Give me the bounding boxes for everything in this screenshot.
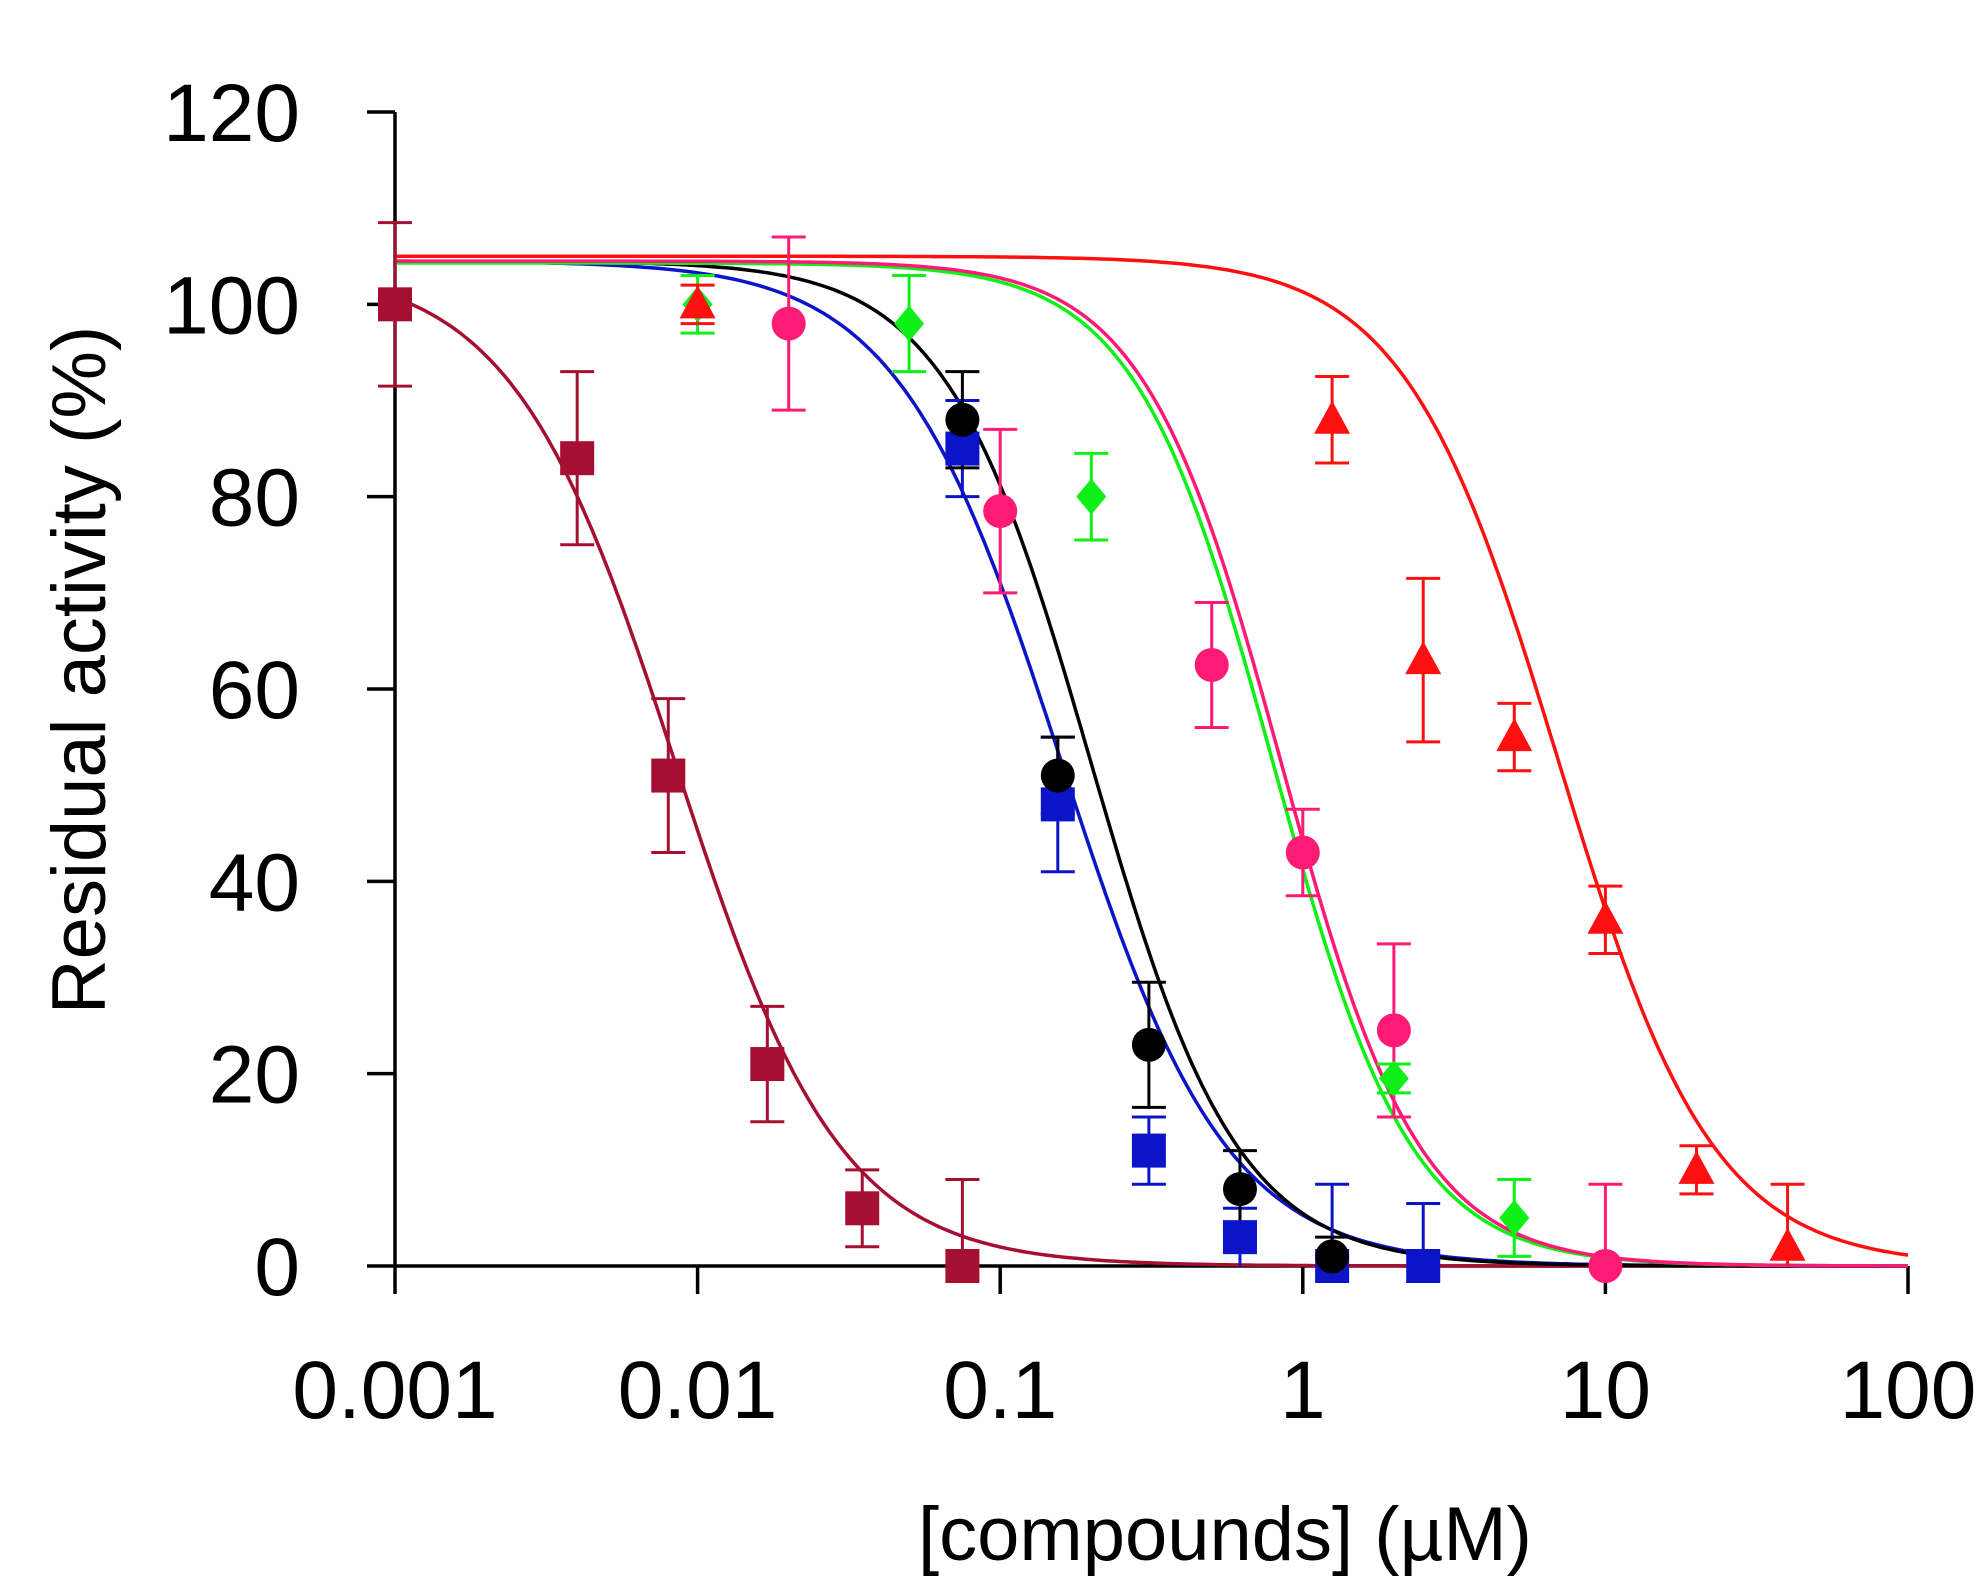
circle-marker	[1285, 835, 1320, 870]
y-tick-label: 80	[209, 453, 300, 544]
fit-curves	[394, 254, 1909, 1268]
y-tick-label: 40	[209, 837, 300, 928]
square-marker	[378, 287, 412, 322]
triangle-marker	[1496, 718, 1533, 752]
square-marker	[1406, 1249, 1441, 1283]
diamond-marker	[1378, 1060, 1409, 1097]
x-axis-title: [compounds] (µM)	[918, 1492, 1532, 1577]
x-tick-label: 1	[1280, 1345, 1326, 1436]
y-tick-label: 60	[209, 645, 300, 736]
x-tick-label: 0.1	[943, 1345, 1057, 1436]
circle-marker	[771, 306, 806, 341]
y-axis-title: Residual activity (%)	[37, 326, 122, 1014]
square-marker	[845, 1191, 880, 1226]
x-tick-label: 0.001	[292, 1345, 497, 1436]
triangle-marker	[679, 285, 716, 319]
tick-labels: 0 20 40 60 80 100 120 0.001 0.01 0.1 1 10 100	[163, 68, 1976, 1436]
y-tick-label: 120	[163, 68, 300, 159]
y-tick-label: 0	[254, 1222, 300, 1313]
circle-marker	[1222, 1172, 1257, 1207]
fit-curve	[395, 259, 1908, 1268]
circle-marker	[1131, 1027, 1166, 1062]
triangle-marker	[1678, 1150, 1715, 1184]
circle-marker	[983, 494, 1018, 529]
triangle-marker	[1405, 641, 1442, 675]
diamond-marker	[1499, 1199, 1530, 1236]
square-marker	[945, 431, 980, 466]
x-tick-label: 0.01	[618, 1345, 778, 1436]
triangle-marker	[1587, 900, 1624, 934]
diamond-marker	[894, 305, 925, 342]
fit-curve	[394, 295, 1908, 1268]
error-bars	[378, 221, 1805, 1266]
circle-marker	[1040, 758, 1075, 793]
square-marker	[750, 1047, 785, 1082]
square-marker	[560, 441, 595, 476]
y-tick-label: 100	[163, 260, 300, 351]
circle-marker	[1588, 1249, 1623, 1283]
square-marker	[1131, 1133, 1166, 1168]
diamond-marker	[1076, 478, 1107, 515]
x-tick-label: 100	[1840, 1345, 1977, 1436]
square-marker	[1040, 787, 1075, 822]
fit-curve	[395, 254, 1909, 1257]
y-tick-label: 20	[209, 1030, 300, 1121]
triangle-marker	[1769, 1227, 1806, 1261]
square-marker	[945, 1249, 980, 1283]
square-marker	[651, 758, 686, 793]
circle-marker	[1315, 1239, 1350, 1274]
x-tick-label: 10	[1560, 1345, 1651, 1436]
circle-marker	[1194, 647, 1229, 682]
square-marker	[1222, 1220, 1257, 1255]
triangle-marker	[1314, 400, 1351, 434]
circle-marker	[945, 402, 980, 437]
data-markers	[378, 285, 1806, 1283]
circle-marker	[1376, 1013, 1411, 1048]
